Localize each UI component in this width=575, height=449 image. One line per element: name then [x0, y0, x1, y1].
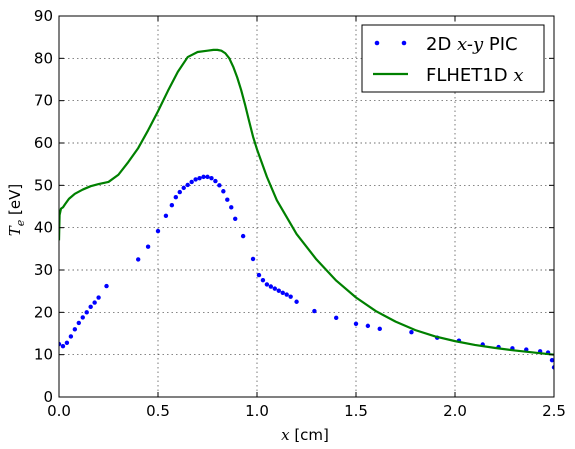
data-point-pic: [312, 308, 317, 314]
data-point-pic: [145, 244, 151, 249]
data-point-pic: [240, 233, 246, 239]
y-tick-labels: 0 10 20 30 40 50 60 70 80 90: [34, 7, 53, 406]
legend-item-flhet: FLHET1D x: [373, 65, 523, 86]
data-point-pic: [189, 179, 194, 185]
x-tick-label: 2.5: [542, 402, 566, 420]
legend-pic-marker: [401, 40, 407, 46]
series-line-flhet1d: [59, 48, 554, 356]
y-tick-label: 40: [34, 219, 53, 237]
data-point-pic: [60, 344, 66, 349]
data-point-pic: [264, 282, 270, 287]
data-point-pic: [92, 300, 97, 305]
y-tick-label: 60: [34, 134, 53, 152]
data-point-pic: [169, 203, 175, 208]
legend-label-pic: 2D x-y PIC: [426, 34, 518, 55]
data-point-pic: [549, 357, 554, 363]
plot-area: [59, 48, 554, 370]
data-point-pic: [84, 310, 89, 315]
data-point-pic: [80, 315, 85, 320]
x-axis-title: x [cm]: [281, 426, 329, 444]
data-point-pic: [209, 175, 214, 181]
data-point-pic: [272, 286, 278, 291]
data-point-pic: [177, 189, 182, 195]
data-point-pic: [201, 174, 206, 180]
data-point-pic: [280, 290, 285, 296]
data-point-pic: [284, 292, 289, 297]
y-tick-label: 10: [34, 346, 53, 364]
data-point-pic: [96, 295, 101, 300]
x-tick-labels: 0.0 0.5 1.0 1.5 2.0 2.5: [47, 402, 566, 420]
y-tick-label: 90: [34, 7, 53, 25]
data-point-pic: [217, 183, 222, 188]
data-point-pic: [353, 321, 359, 326]
data-point-pic: [365, 323, 371, 329]
legend-box: [361, 24, 545, 93]
legend-pic-marker: [374, 40, 380, 46]
x-tick-label: 0.5: [146, 402, 170, 420]
data-point-pic: [260, 277, 266, 283]
y-axis-title: Te [eV]: [6, 184, 27, 237]
data-point-pic: [334, 315, 339, 321]
data-point-pic: [276, 288, 281, 293]
data-point-pic: [250, 256, 256, 262]
legend-label-flhet: FLHET1D x: [426, 65, 523, 86]
data-point-pic: [256, 272, 262, 278]
data-point-pic: [173, 194, 179, 200]
data-point-pic: [377, 326, 382, 332]
data-point-pic: [229, 205, 234, 210]
data-point-pic: [225, 197, 230, 202]
data-point-pic: [68, 334, 74, 339]
axis-ticks: [58, 15, 555, 398]
x-tick-label: 0.0: [47, 402, 71, 420]
data-point-pic: [551, 365, 554, 370]
data-point-pic: [409, 330, 414, 335]
x-tick-label: 1.0: [245, 402, 269, 420]
data-point-pic: [104, 283, 109, 289]
y-tick-label: 70: [34, 92, 53, 110]
data-point-pic: [288, 294, 293, 299]
data-point-pic: [268, 284, 274, 289]
data-point-pic: [294, 299, 299, 304]
data-point-pic: [181, 185, 186, 191]
data-point-pic: [88, 304, 93, 310]
data-point-pic: [185, 182, 190, 188]
data-point-pic: [76, 320, 82, 326]
y-tick-label: 80: [34, 49, 53, 67]
x-tick-label: 2.0: [443, 402, 467, 420]
data-point-pic: [163, 213, 169, 219]
data-point-pic: [155, 228, 161, 234]
y-tick-label: 50: [34, 176, 53, 194]
legend: 2D x-y PIC FLHET1D x: [361, 24, 545, 93]
y-tick-label: 20: [34, 303, 53, 321]
data-point-pic: [197, 175, 202, 181]
data-point-pic: [64, 340, 70, 346]
data-point-pic: [233, 216, 238, 221]
data-point-pic: [193, 177, 198, 182]
data-point-pic: [205, 174, 210, 180]
y-tick-label: 30: [34, 261, 53, 279]
y-tick-label: 0: [43, 388, 53, 406]
plot-frame: [58, 15, 555, 398]
data-point-pic: [59, 341, 62, 347]
data-point-pic: [72, 327, 78, 332]
legend-item-pic: 2D x-y PIC: [374, 34, 518, 55]
x-tick-label: 1.5: [344, 402, 368, 420]
data-point-pic: [136, 257, 141, 262]
data-point-pic: [221, 189, 226, 194]
data-point-pic: [213, 178, 218, 184]
